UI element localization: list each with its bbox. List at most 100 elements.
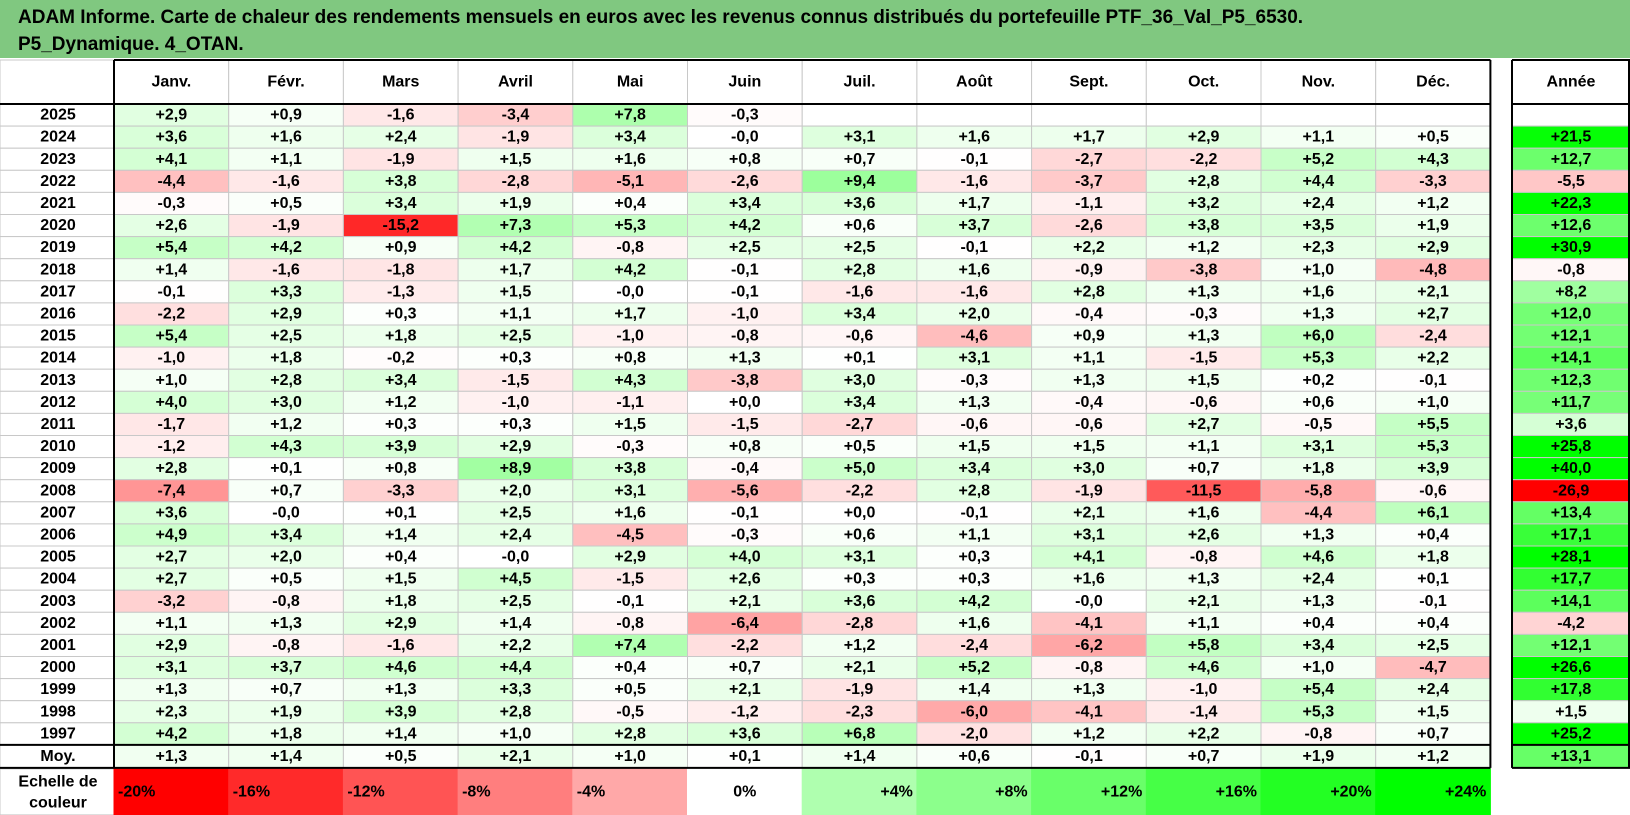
average-cell-label: +1,4 bbox=[844, 748, 876, 765]
heat-cell-label: -2,2 bbox=[731, 637, 759, 654]
heat-cell-label: -0,4 bbox=[1075, 305, 1103, 322]
header-label: Déc. bbox=[1416, 74, 1450, 91]
heat-cell-label: +0,6 bbox=[844, 526, 876, 543]
heat-cell-label: -1,7 bbox=[158, 416, 186, 433]
heat-cell-label: +3,4 bbox=[1303, 637, 1335, 654]
heat-cell-label: +3,9 bbox=[385, 438, 417, 455]
heat-cell bbox=[1260, 103, 1377, 127]
heat-cell-label: +2,2 bbox=[500, 637, 532, 654]
heat-cell-label: -0,8 bbox=[731, 328, 759, 345]
heat-cell-label: +3,6 bbox=[156, 129, 188, 146]
heat-cell-label: +2,7 bbox=[1417, 305, 1449, 322]
heat-cell-label: +1,8 bbox=[1417, 549, 1449, 566]
heat-cell-label: +2,3 bbox=[1303, 239, 1335, 256]
heat-cell-label: -1,6 bbox=[846, 283, 874, 300]
legend-swatch bbox=[457, 768, 574, 815]
legend-swatch bbox=[1145, 768, 1262, 815]
heat-cell-label: +1,8 bbox=[270, 350, 302, 367]
heat-cell-label: +0,7 bbox=[1188, 460, 1220, 477]
annual-cell-label: +21,5 bbox=[1551, 129, 1592, 146]
heat-cell-label: +1,1 bbox=[958, 526, 990, 543]
heat-cell-label: +2,2 bbox=[1417, 350, 1449, 367]
heat-cell-label: -1,6 bbox=[960, 173, 988, 190]
heat-cell-label: -11,5 bbox=[1186, 482, 1222, 499]
heat-cell-label: +0,7 bbox=[270, 681, 302, 698]
heat-cell-label: -2,4 bbox=[1419, 328, 1447, 345]
heat-cell-label: +0,9 bbox=[1073, 328, 1105, 345]
heat-cell-label: -4,1 bbox=[1075, 615, 1103, 632]
heat-cell-label: +2,4 bbox=[1417, 681, 1449, 698]
heat-cell-label: +1,6 bbox=[958, 129, 990, 146]
average-cell-label: +1,0 bbox=[614, 748, 646, 765]
heat-cell bbox=[916, 103, 1033, 127]
header-label: Mai bbox=[617, 74, 644, 91]
heat-cell-label: +9,4 bbox=[844, 173, 876, 190]
annual-cell-label: +12,0 bbox=[1551, 305, 1592, 322]
heat-cell-label: +1,0 bbox=[1303, 659, 1335, 676]
header-cell bbox=[1375, 59, 1491, 105]
heat-cell-label: +3,5 bbox=[1303, 217, 1335, 234]
heat-cell-label: +0,4 bbox=[1417, 615, 1449, 632]
heat-cell-label: -1,6 bbox=[387, 107, 415, 124]
heat-cell-label: +1,2 bbox=[1417, 195, 1449, 212]
heat-cell-label: +1,0 bbox=[1417, 394, 1449, 411]
heat-cell-label: -1,9 bbox=[272, 217, 300, 234]
heat-cell-label: -1,4 bbox=[1190, 703, 1218, 720]
heat-cell-label: +3,6 bbox=[844, 195, 876, 212]
chart-title-line2: P5_Dynamique. 4_OTAN. bbox=[18, 34, 244, 55]
heat-cell-label: +0,7 bbox=[1417, 725, 1449, 742]
heat-cell-label: +1,8 bbox=[385, 328, 417, 345]
heat-cell-label: -0,6 bbox=[1075, 416, 1103, 433]
heat-cell-label: +1,1 bbox=[270, 151, 302, 168]
heat-cell-label: -1,0 bbox=[502, 394, 530, 411]
year-label: 2010 bbox=[40, 438, 76, 455]
heat-cell-label: +1,8 bbox=[1303, 460, 1335, 477]
heat-cell-label: +1,6 bbox=[958, 261, 990, 278]
heat-cell-label: +1,6 bbox=[614, 151, 646, 168]
legend-swatch bbox=[1031, 768, 1147, 815]
heat-cell-label: +2,9 bbox=[1417, 239, 1449, 256]
heat-cell-label: +2,5 bbox=[500, 593, 532, 610]
annual-cell bbox=[1511, 103, 1630, 127]
heat-cell-label: +1,3 bbox=[385, 681, 417, 698]
heat-cell-label: -1,9 bbox=[502, 129, 530, 146]
heat-cell-label: +4,1 bbox=[1073, 549, 1105, 566]
year-label: 2016 bbox=[40, 305, 76, 322]
heat-cell-label: +0,1 bbox=[270, 460, 302, 477]
heat-cell-label: -7,4 bbox=[158, 482, 186, 499]
heat-cell-label: -1,2 bbox=[158, 438, 186, 455]
heat-cell-label: -6,0 bbox=[960, 703, 988, 720]
heat-cell-label: +1,5 bbox=[1188, 372, 1220, 389]
heat-cell-label: +3,8 bbox=[614, 460, 646, 477]
heat-cell-label: +0,1 bbox=[1417, 571, 1449, 588]
annual-cell-label: +12,6 bbox=[1551, 217, 1592, 234]
heat-cell-label: -2,6 bbox=[1075, 217, 1103, 234]
heat-cell-label: +1,5 bbox=[614, 416, 646, 433]
year-label: 2013 bbox=[40, 372, 76, 389]
header-cell bbox=[342, 59, 459, 105]
heat-cell-label: +0,4 bbox=[1303, 615, 1335, 632]
heat-cell-label: -0,6 bbox=[960, 416, 988, 433]
heat-cell-label: -2,4 bbox=[960, 637, 988, 654]
heat-cell-label: +2,7 bbox=[1188, 416, 1220, 433]
heat-cell-label: +2,5 bbox=[844, 239, 876, 256]
heat-cell-label: +3,4 bbox=[385, 195, 417, 212]
year-label: 2025 bbox=[40, 107, 76, 124]
heat-cell-label: +1,3 bbox=[1073, 681, 1105, 698]
heat-cell-label: +4,2 bbox=[500, 239, 532, 256]
legend-swatch bbox=[1375, 768, 1491, 815]
year-label: 2006 bbox=[40, 526, 76, 543]
heat-cell-label: +2,8 bbox=[500, 703, 532, 720]
heat-cell-label: +2,2 bbox=[1073, 239, 1105, 256]
heat-cell-label: +1,1 bbox=[500, 305, 532, 322]
heat-cell-label: -5,1 bbox=[616, 173, 644, 190]
annual-cell-label: +11,7 bbox=[1551, 394, 1591, 411]
heat-cell-label: +4,6 bbox=[1188, 659, 1220, 676]
heat-cell-label: +2,9 bbox=[500, 438, 532, 455]
heat-cell-label: +0,7 bbox=[844, 151, 876, 168]
annual-cell-label: +17,7 bbox=[1551, 571, 1592, 588]
heat-cell-label: -1,0 bbox=[158, 350, 186, 367]
year-label: 2001 bbox=[40, 637, 76, 654]
heat-cell-label: -4,7 bbox=[1419, 659, 1447, 676]
heat-cell-label: +0,4 bbox=[614, 659, 646, 676]
